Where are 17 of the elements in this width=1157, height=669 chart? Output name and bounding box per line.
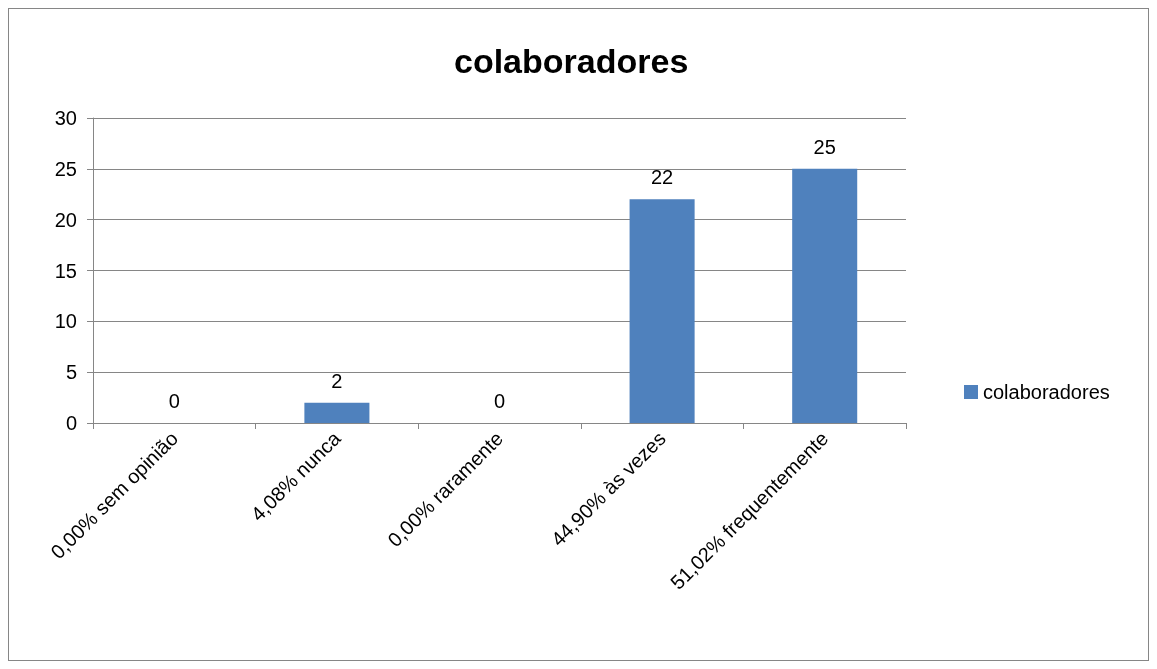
bar (629, 199, 695, 423)
y-tick-label: 25 (54, 157, 77, 180)
data-label: 25 (813, 135, 836, 158)
data-label: 0 (168, 390, 180, 412)
bar (304, 402, 370, 423)
y-tick-label: 15 (54, 259, 77, 282)
y-tick-label: 0 (65, 412, 77, 434)
data-label: 2 (331, 369, 343, 392)
data-label: 22 (650, 166, 674, 189)
y-tick-label: 20 (54, 208, 77, 231)
y-tick-label: 5 (65, 361, 77, 384)
legend-label: colaboradores (983, 381, 1110, 403)
y-tick-label: 10 (54, 310, 77, 333)
y-tick-label: 30 (54, 107, 77, 129)
data-label: 0 (493, 390, 506, 412)
bar (792, 168, 858, 423)
chart-title: colaboradores (454, 42, 689, 80)
